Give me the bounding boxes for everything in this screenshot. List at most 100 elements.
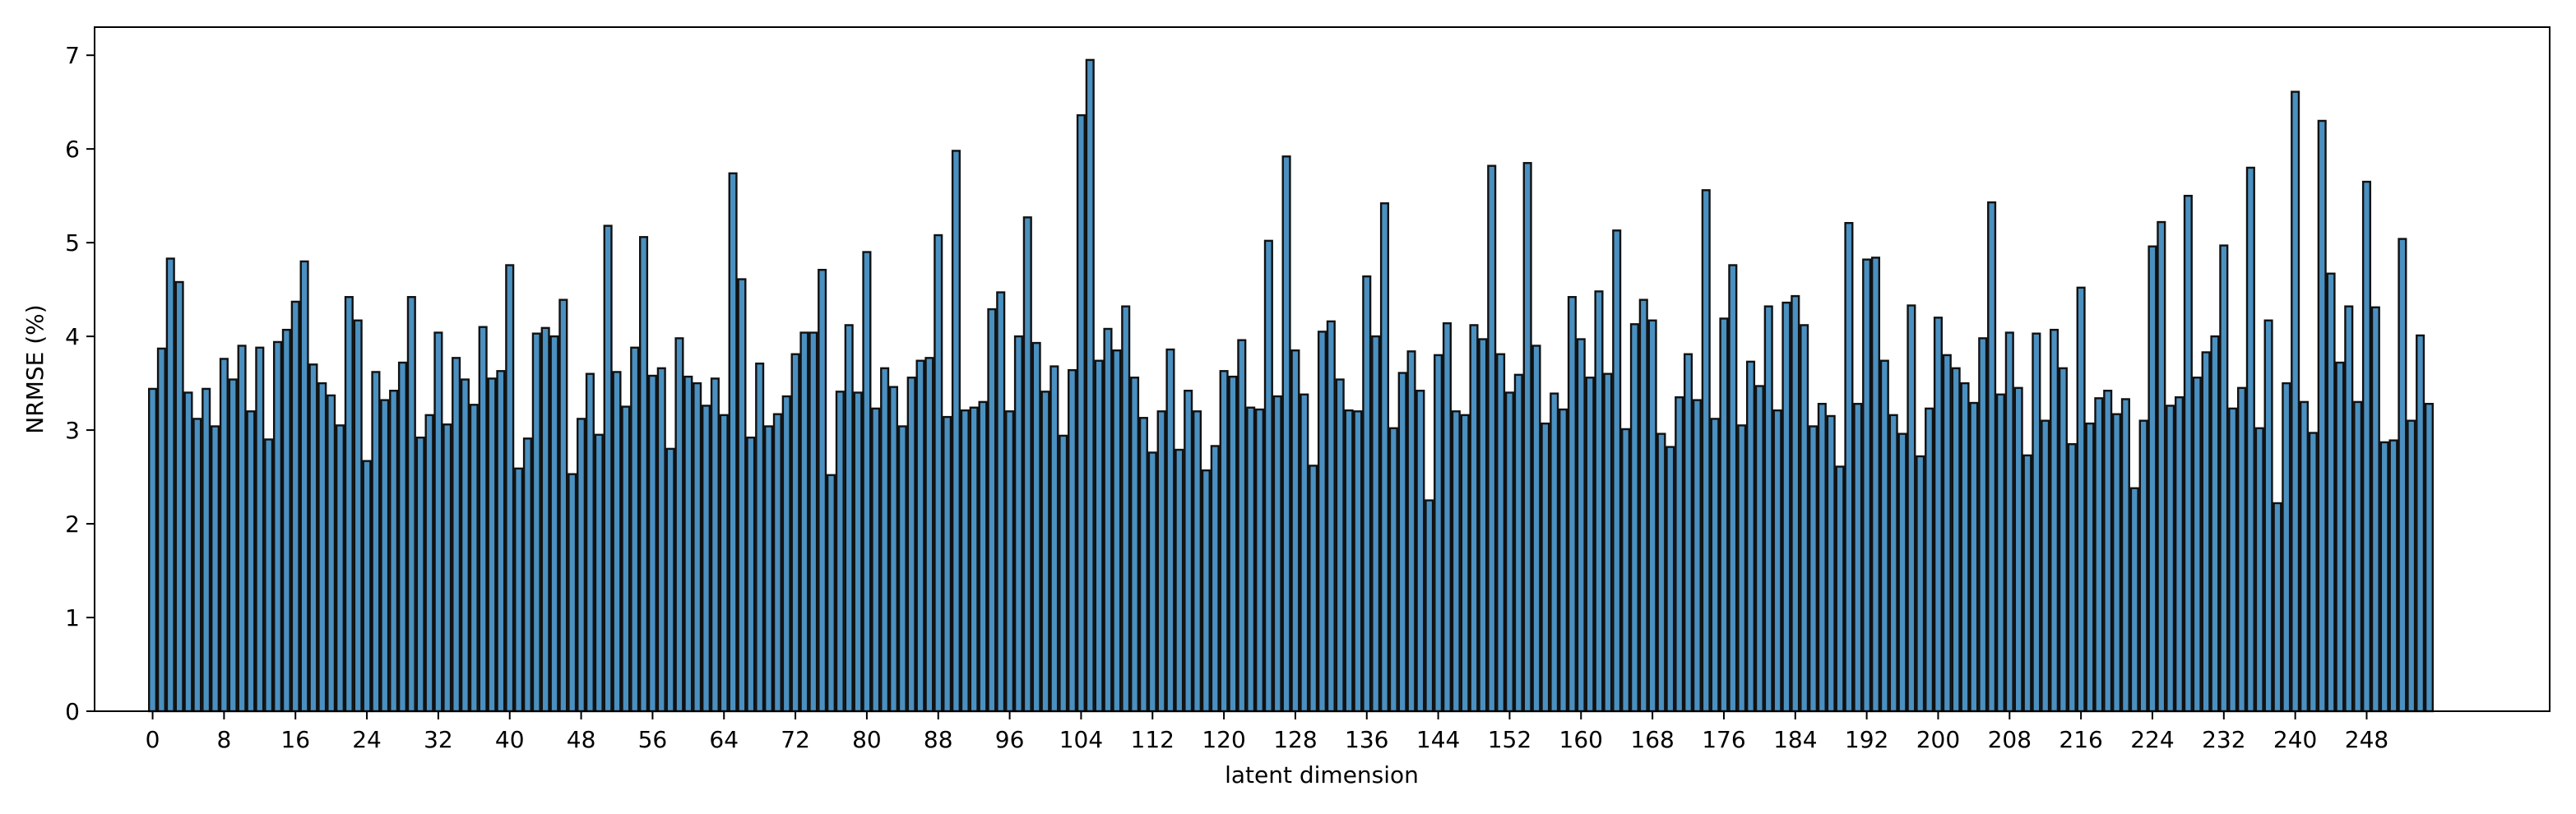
bar-55 [639, 236, 649, 713]
bar-163 [1603, 372, 1613, 713]
bar-143 [1425, 499, 1434, 713]
bar-33 [442, 423, 452, 713]
bar-181 [1763, 305, 1773, 713]
bar-15 [281, 328, 291, 713]
bar-86 [915, 359, 925, 713]
bar-71 [781, 395, 791, 713]
bar-231 [2210, 335, 2220, 713]
bar-67 [746, 437, 756, 713]
bar-119 [1210, 445, 1220, 713]
bar-206 [1987, 201, 1997, 713]
bar-48 [577, 418, 586, 713]
bar-110 [1130, 377, 1140, 713]
bar-74 [808, 331, 818, 713]
bar-197 [1907, 304, 1916, 713]
x-tick-label: 208 [1988, 726, 2032, 753]
x-axis-label: latent dimension [1225, 761, 1419, 789]
bar-90 [951, 150, 961, 713]
bar-168 [1647, 319, 1657, 713]
bar-222 [2129, 487, 2139, 713]
bar-83 [888, 386, 899, 713]
bar-216 [2076, 286, 2086, 713]
x-tick-label: 72 [781, 726, 810, 753]
bar-6 [202, 387, 211, 713]
bar-172 [1683, 353, 1693, 713]
bar-144 [1434, 354, 1443, 713]
bar-152 [1504, 391, 1514, 713]
bar-98 [1022, 216, 1032, 713]
bar-19 [317, 382, 327, 713]
bar-87 [924, 357, 934, 713]
bar-51 [603, 224, 613, 713]
bar-81 [871, 407, 881, 713]
x-tick-label: 200 [1916, 726, 1960, 753]
bar-227 [2174, 395, 2185, 713]
x-tick-label: 64 [709, 726, 739, 753]
bar-234 [2236, 386, 2247, 713]
x-tick-label: 96 [995, 726, 1025, 753]
x-tick-label: 8 [216, 726, 231, 753]
bar-199 [1925, 407, 1934, 713]
bar-176 [1719, 317, 1729, 713]
x-tick-label: 192 [1845, 726, 1888, 753]
bar-122 [1237, 339, 1247, 713]
x-axis-ticks: 0 8 16 24 32 40 48 56 64 72 80 88 96 104 112 120 128 136 1… [146, 711, 2388, 753]
bar-148 [1469, 324, 1479, 713]
bar-76 [826, 474, 836, 713]
bar-75 [818, 268, 827, 713]
bar-218 [2094, 397, 2104, 713]
bar-171 [1675, 395, 1684, 713]
x-tick-label: 88 [924, 726, 953, 753]
bar-137 [1371, 335, 1381, 713]
bar-126 [1272, 395, 1282, 713]
bar-35 [460, 378, 470, 713]
bar-54 [630, 346, 640, 713]
bar-198 [1916, 455, 1925, 713]
x-tick-label: 112 [1131, 726, 1174, 753]
bar-193 [1870, 257, 1881, 713]
bar-130 [1309, 465, 1318, 713]
y-tick-label: 1 [65, 604, 80, 631]
bar-56 [647, 374, 657, 713]
bar-154 [1522, 162, 1532, 713]
bar-179 [1745, 360, 1756, 713]
x-tick-label: 224 [2130, 726, 2174, 753]
bar-254 [2416, 334, 2425, 713]
bar-14 [272, 340, 283, 713]
bar-112 [1147, 451, 1157, 713]
bar-111 [1138, 417, 1148, 713]
bar-170 [1666, 446, 1675, 713]
bar-214 [2058, 367, 2068, 713]
x-tick-label: 144 [1416, 726, 1460, 753]
bar-104 [1076, 113, 1086, 713]
bar-65 [728, 172, 738, 713]
bar-25 [371, 371, 381, 713]
bar-117 [1192, 410, 1202, 713]
bar-230 [2201, 351, 2211, 713]
bar-101 [1049, 365, 1059, 713]
bar-32 [433, 331, 443, 713]
bar-174 [1701, 189, 1711, 713]
bar-8 [219, 358, 229, 713]
bar-224 [2147, 245, 2157, 713]
y-axis-label: NRMSE (%) [21, 304, 49, 433]
bar-209 [2013, 386, 2023, 713]
bar-60 [683, 375, 693, 713]
bar-85 [906, 377, 916, 713]
bar-41 [514, 467, 524, 713]
x-tick-label: 168 [1630, 726, 1674, 753]
x-tick-label: 16 [280, 726, 310, 753]
bar-127 [1281, 155, 1291, 713]
bar-37 [478, 326, 488, 713]
bar-180 [1754, 385, 1764, 713]
bar-23 [353, 319, 363, 713]
bar-132 [1326, 320, 1336, 713]
bar-188 [1826, 414, 1836, 713]
bar-18 [308, 363, 318, 713]
bar-73 [799, 331, 809, 713]
bar-64 [719, 414, 729, 713]
bar-252 [2398, 238, 2407, 713]
bar-223 [2138, 419, 2148, 713]
x-tick-label: 248 [2345, 726, 2388, 753]
x-tick-label: 136 [1345, 726, 1388, 753]
